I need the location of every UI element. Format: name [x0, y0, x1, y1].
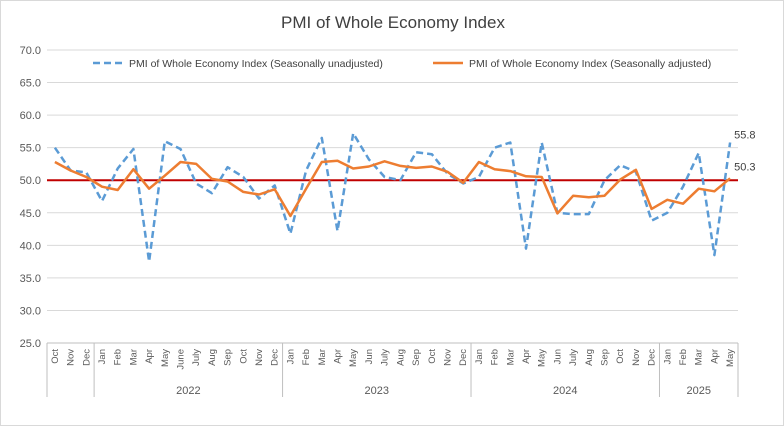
- x-tick-label: Jun: [552, 349, 563, 364]
- y-tick-label: 35.0: [20, 273, 41, 285]
- x-tick-label: Mar: [694, 349, 705, 365]
- y-tick-label: 30.0: [20, 305, 41, 317]
- x-tick-label: Jan: [474, 349, 485, 364]
- x-tick-label: Sep: [411, 349, 422, 366]
- x-tick-label: Nov: [66, 349, 77, 366]
- data-label: 55.8: [734, 129, 755, 141]
- y-tick-label: 45.0: [20, 208, 41, 220]
- x-tick-label: Apr: [521, 349, 532, 364]
- x-tick-label: Nov: [254, 349, 265, 366]
- x-tick-label: Mar: [317, 349, 328, 365]
- x-tick-label: Dec: [647, 349, 658, 366]
- y-tick-label: 65.0: [20, 78, 41, 90]
- x-tick-label: July: [568, 349, 579, 366]
- x-tick-label: Sep: [223, 349, 234, 366]
- series-line-unadjusted: [53, 132, 732, 263]
- series-line-adjusted: [54, 159, 731, 218]
- legend: PMI of Whole Economy Index (Seasonally u…: [93, 58, 711, 70]
- x-tick-label: Jan: [662, 349, 673, 364]
- legend-label-adjusted: PMI of Whole Economy Index (Seasonally a…: [469, 58, 711, 70]
- x-tick-label: Sep: [600, 349, 611, 366]
- x-tick-label: Aug: [395, 349, 406, 366]
- chart-title: PMI of Whole Economy Index: [281, 13, 505, 32]
- y-axis: 25.0 30.0 35.0 40.0 45.0 50.0 55.0 60.0 65.0 70.0: [20, 45, 41, 350]
- x-tick-label: May: [725, 349, 736, 367]
- x-tick-label: Feb: [113, 349, 124, 365]
- x-tick-label: Aug: [207, 349, 218, 366]
- year-label: 2023: [365, 385, 389, 397]
- x-tick-label: Apr: [144, 349, 155, 364]
- x-tick-label: Oct: [238, 349, 249, 364]
- year-label: 2022: [176, 385, 200, 397]
- x-tick-label: July: [191, 349, 202, 366]
- x-tick-label: Jan: [285, 349, 296, 364]
- legend-label-unadjusted: PMI of Whole Economy Index (Seasonally u…: [129, 58, 383, 70]
- x-tick-label: Aug: [584, 349, 595, 366]
- year-label: 2025: [686, 385, 710, 397]
- x-tick-label: Jan: [97, 349, 108, 364]
- x-tick-label: Mar: [128, 349, 139, 365]
- x-tick-label: June: [175, 349, 186, 370]
- data-labels: 55.8 50.3: [734, 129, 755, 173]
- y-tick-label: 25.0: [20, 338, 41, 350]
- x-tick-label: Nov: [631, 349, 642, 366]
- x-tick-label: Oct: [427, 349, 438, 364]
- x-tick-label: May: [160, 349, 171, 367]
- y-tick-label: 70.0: [20, 45, 41, 57]
- x-tick-label: Apr: [333, 349, 344, 364]
- x-axis: Oct Nov Dec Jan Feb Mar Apr May June July Aug Sep Oc…: [46, 342, 739, 397]
- x-tick-label: Feb: [301, 349, 312, 365]
- x-tick-label: Jun: [364, 349, 375, 364]
- x-tick-label: May: [537, 349, 548, 367]
- x-tick-label: May: [348, 349, 359, 367]
- y-tick-label: 50.0: [20, 175, 41, 187]
- x-tick-label: Mar: [505, 349, 516, 365]
- x-tick-label: Apr: [709, 349, 720, 364]
- x-tick-label: Dec: [458, 349, 469, 366]
- x-tick-label: Oct: [615, 349, 626, 364]
- x-tick-label: Nov: [442, 349, 453, 366]
- y-tick-label: 40.0: [20, 240, 41, 252]
- x-tick-label: July: [380, 349, 391, 366]
- x-tick-label: Dec: [81, 349, 92, 366]
- gridlines: [47, 49, 738, 344]
- x-tick-label: Dec: [270, 349, 281, 366]
- series-group: [53, 132, 732, 263]
- year-label: 2024: [553, 385, 577, 397]
- x-tick-label: Feb: [490, 349, 501, 365]
- x-tick-label: Oct: [50, 349, 61, 364]
- y-tick-label: 60.0: [20, 110, 41, 122]
- x-tick-label: Feb: [678, 349, 689, 365]
- y-tick-label: 55.0: [20, 143, 41, 155]
- data-label: 50.3: [734, 161, 755, 173]
